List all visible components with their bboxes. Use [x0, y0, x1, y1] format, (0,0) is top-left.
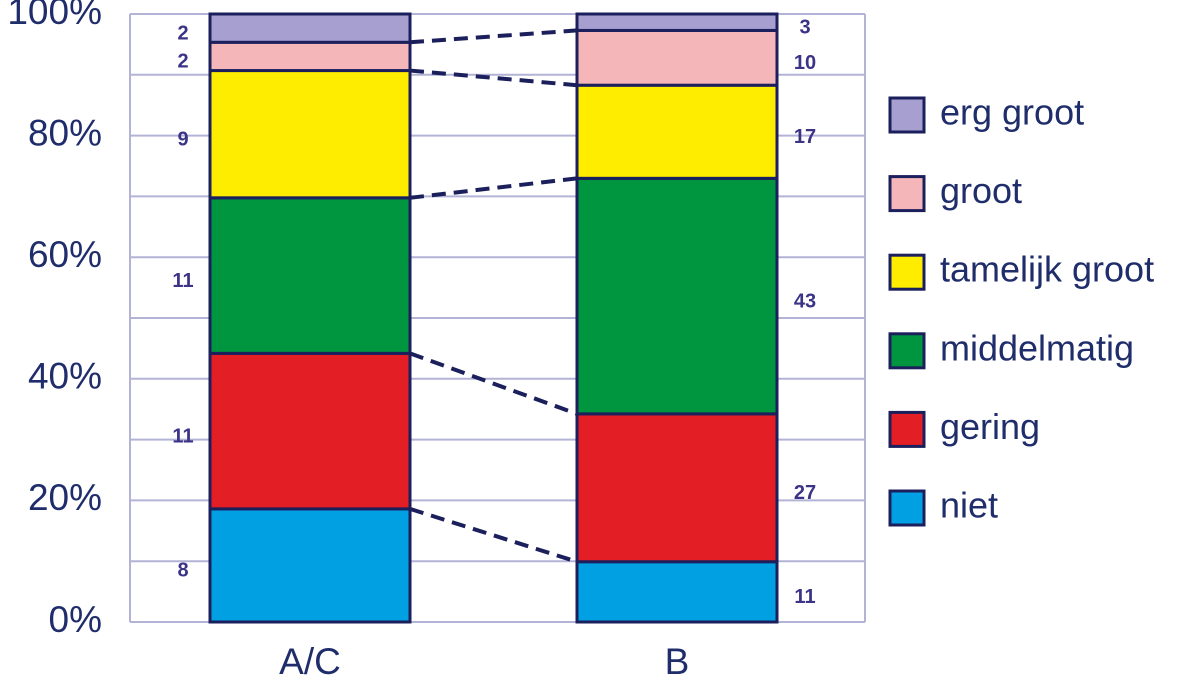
connector-line: [409, 176, 578, 200]
y-tick-label: 100%: [7, 0, 102, 32]
connector-line: [409, 506, 578, 564]
data-label: 3: [799, 16, 810, 38]
data-label: 11: [172, 270, 193, 292]
y-tick-label: 20%: [28, 477, 102, 518]
connector-line: [409, 68, 578, 88]
legend-label: niet: [940, 485, 998, 526]
y-tick-label: 80%: [28, 112, 102, 153]
bar-segment: [208, 40, 412, 73]
data-label: 2: [177, 51, 188, 73]
data-label: 11: [794, 586, 815, 608]
x-tick-label: B: [665, 641, 690, 682]
bar-segment: [575, 83, 779, 180]
data-label: 27: [794, 482, 816, 504]
legend-swatch: [888, 96, 926, 134]
legend-swatch: [888, 410, 926, 448]
legend-label: tamelijk groot: [940, 249, 1154, 290]
bar-segment: [208, 196, 412, 355]
legend-label: erg groot: [940, 92, 1084, 133]
data-label: 2: [177, 22, 188, 44]
data-label: 17: [794, 126, 816, 148]
legend-swatch: [888, 253, 926, 291]
legend-label: groot: [940, 170, 1022, 211]
y-tick-label: 40%: [28, 356, 102, 397]
bar-segment: [575, 560, 779, 624]
y-tick-label: 60%: [28, 234, 102, 275]
bar-segment: [208, 12, 412, 44]
bar-segment: [208, 507, 412, 624]
data-label: 9: [177, 128, 188, 150]
data-label: 43: [794, 290, 816, 312]
bar-segment: [575, 28, 779, 87]
legend-swatch: [888, 489, 926, 527]
bar-segment: [208, 69, 412, 200]
data-label: 8: [177, 560, 188, 582]
bar-segment: [575, 176, 779, 416]
legend-label: middelmatig: [940, 327, 1134, 368]
y-tick-label: 0%: [49, 599, 102, 640]
legend-swatch: [888, 175, 926, 213]
bar-segment: [208, 351, 412, 511]
legend-label: gering: [940, 406, 1040, 447]
legend-swatch: [888, 332, 926, 370]
bar-segment: [575, 412, 779, 564]
bar-segment: [575, 12, 779, 32]
x-tick-label: A/C: [279, 641, 341, 682]
connector-line: [409, 28, 578, 45]
connector-line: [409, 351, 578, 416]
data-label: 11: [172, 425, 193, 447]
data-label: 10: [794, 52, 816, 74]
